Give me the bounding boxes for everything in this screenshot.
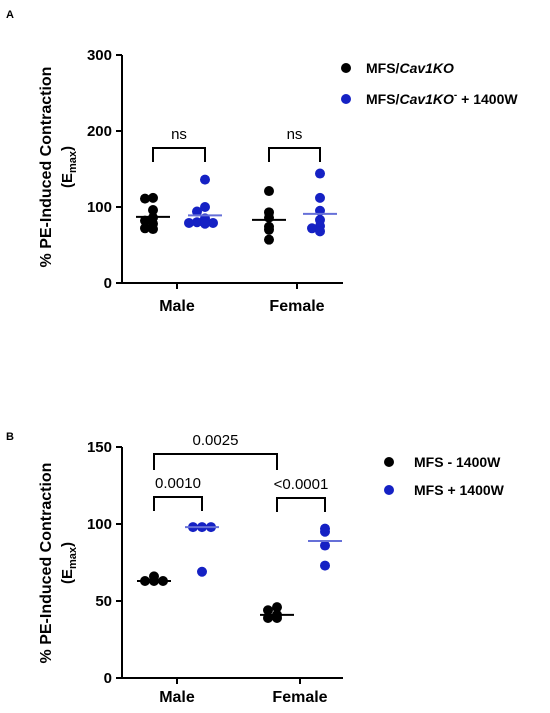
- data-point: [272, 602, 282, 613]
- data-point: [315, 168, 325, 179]
- legend-label-mfs-plus-1400w: MFS + 1400W: [414, 482, 505, 498]
- data-point: [200, 202, 210, 212]
- legend-marker-mfs-plus-1400w: [384, 485, 394, 495]
- data-point: [197, 566, 207, 577]
- x-category-label-female: Female: [269, 298, 324, 315]
- data-point: [264, 224, 274, 235]
- panel-b: B % PE-Induced Contraction (Emax) 0 50 100…: [6, 431, 505, 706]
- data-point: [264, 212, 274, 223]
- data-point: [307, 223, 317, 234]
- comparison-label: 0.0010: [155, 475, 201, 492]
- data-point: [200, 174, 210, 185]
- data-point: [208, 217, 218, 228]
- panel-a-y-axis-sublabel: (Emax): [59, 146, 79, 188]
- panel-b-y-axis-label: % PE-Induced Contraction: [38, 463, 55, 664]
- panel-a: A % PE-Induced Contraction (Emax) 0 100 20…: [6, 9, 518, 315]
- x-category-label-male: Male: [159, 689, 195, 706]
- panel-a-legend: MFS/Cav1KO MFS/Cav1KO- + 1400W: [341, 60, 518, 107]
- comparison-bracket: [153, 496, 203, 511]
- panel-b-letter: B: [6, 431, 14, 443]
- comparison-bracket: [152, 147, 206, 162]
- data-point: [315, 192, 325, 203]
- comparison-label: ns: [171, 126, 187, 143]
- y-tick-label: 50: [95, 593, 112, 610]
- panel-a-letter: A: [6, 9, 14, 21]
- legend-marker-mfs-cav1ko-1400w: [341, 94, 351, 104]
- comparison-label: 0.0025: [193, 432, 239, 449]
- panel-a-y-axis-label: % PE-Induced Contraction: [38, 67, 55, 268]
- data-point: [263, 605, 273, 616]
- y-tick-label: 100: [87, 516, 112, 533]
- comparison-label: ns: [287, 126, 303, 143]
- y-tick-label: 150: [87, 439, 112, 456]
- comparison-bracket: [276, 497, 326, 512]
- y-tick-label: 100: [87, 199, 112, 216]
- legend-label-mfs-cav1ko-1400w: MFS/Cav1KO- + 1400W: [366, 90, 518, 107]
- comparison-label: <0.0001: [274, 476, 329, 493]
- data-point: [140, 215, 150, 226]
- data-point: [148, 224, 158, 235]
- data-point: [264, 186, 274, 197]
- y-tick-label: 0: [104, 275, 112, 292]
- data-point: [148, 205, 158, 216]
- data-point: [264, 234, 274, 245]
- y-tick-label: 0: [104, 670, 112, 687]
- comparison-bracket: [268, 147, 321, 162]
- panel-a-marks: ns ns: [136, 126, 337, 245]
- data-point: [320, 526, 330, 537]
- legend-label-mfs-minus-1400w: MFS - 1400W: [414, 454, 501, 470]
- legend-marker-mfs-minus-1400w: [384, 457, 394, 467]
- panel-b-marks: 0.0010 <0.0001 0.0025: [137, 432, 342, 623]
- x-category-label-male: Male: [159, 298, 195, 315]
- data-point: [192, 206, 202, 217]
- data-point: [200, 218, 210, 229]
- panel-a-axes: 0 100 200 300 Male Female: [87, 47, 343, 315]
- data-point: [315, 226, 325, 237]
- panel-b-legend: MFS - 1400W MFS + 1400W: [384, 454, 505, 498]
- data-point: [140, 193, 150, 204]
- x-category-label-female: Female: [272, 689, 327, 706]
- y-tick-label: 300: [87, 47, 112, 64]
- data-point: [184, 217, 194, 228]
- data-point: [320, 540, 330, 551]
- data-point: [148, 192, 158, 203]
- legend-label-mfs-cav1ko: MFS/Cav1KO: [366, 60, 454, 76]
- y-tick-label: 200: [87, 123, 112, 140]
- panel-b-y-axis-sublabel: (Emax): [59, 542, 79, 584]
- data-point: [140, 223, 150, 234]
- legend-marker-mfs-cav1ko: [341, 63, 351, 73]
- panel-b-axes: 0 50 100 150 Male Female: [87, 439, 343, 706]
- data-point: [320, 560, 330, 571]
- comparison-bracket: [153, 453, 278, 470]
- data-point: [192, 217, 202, 228]
